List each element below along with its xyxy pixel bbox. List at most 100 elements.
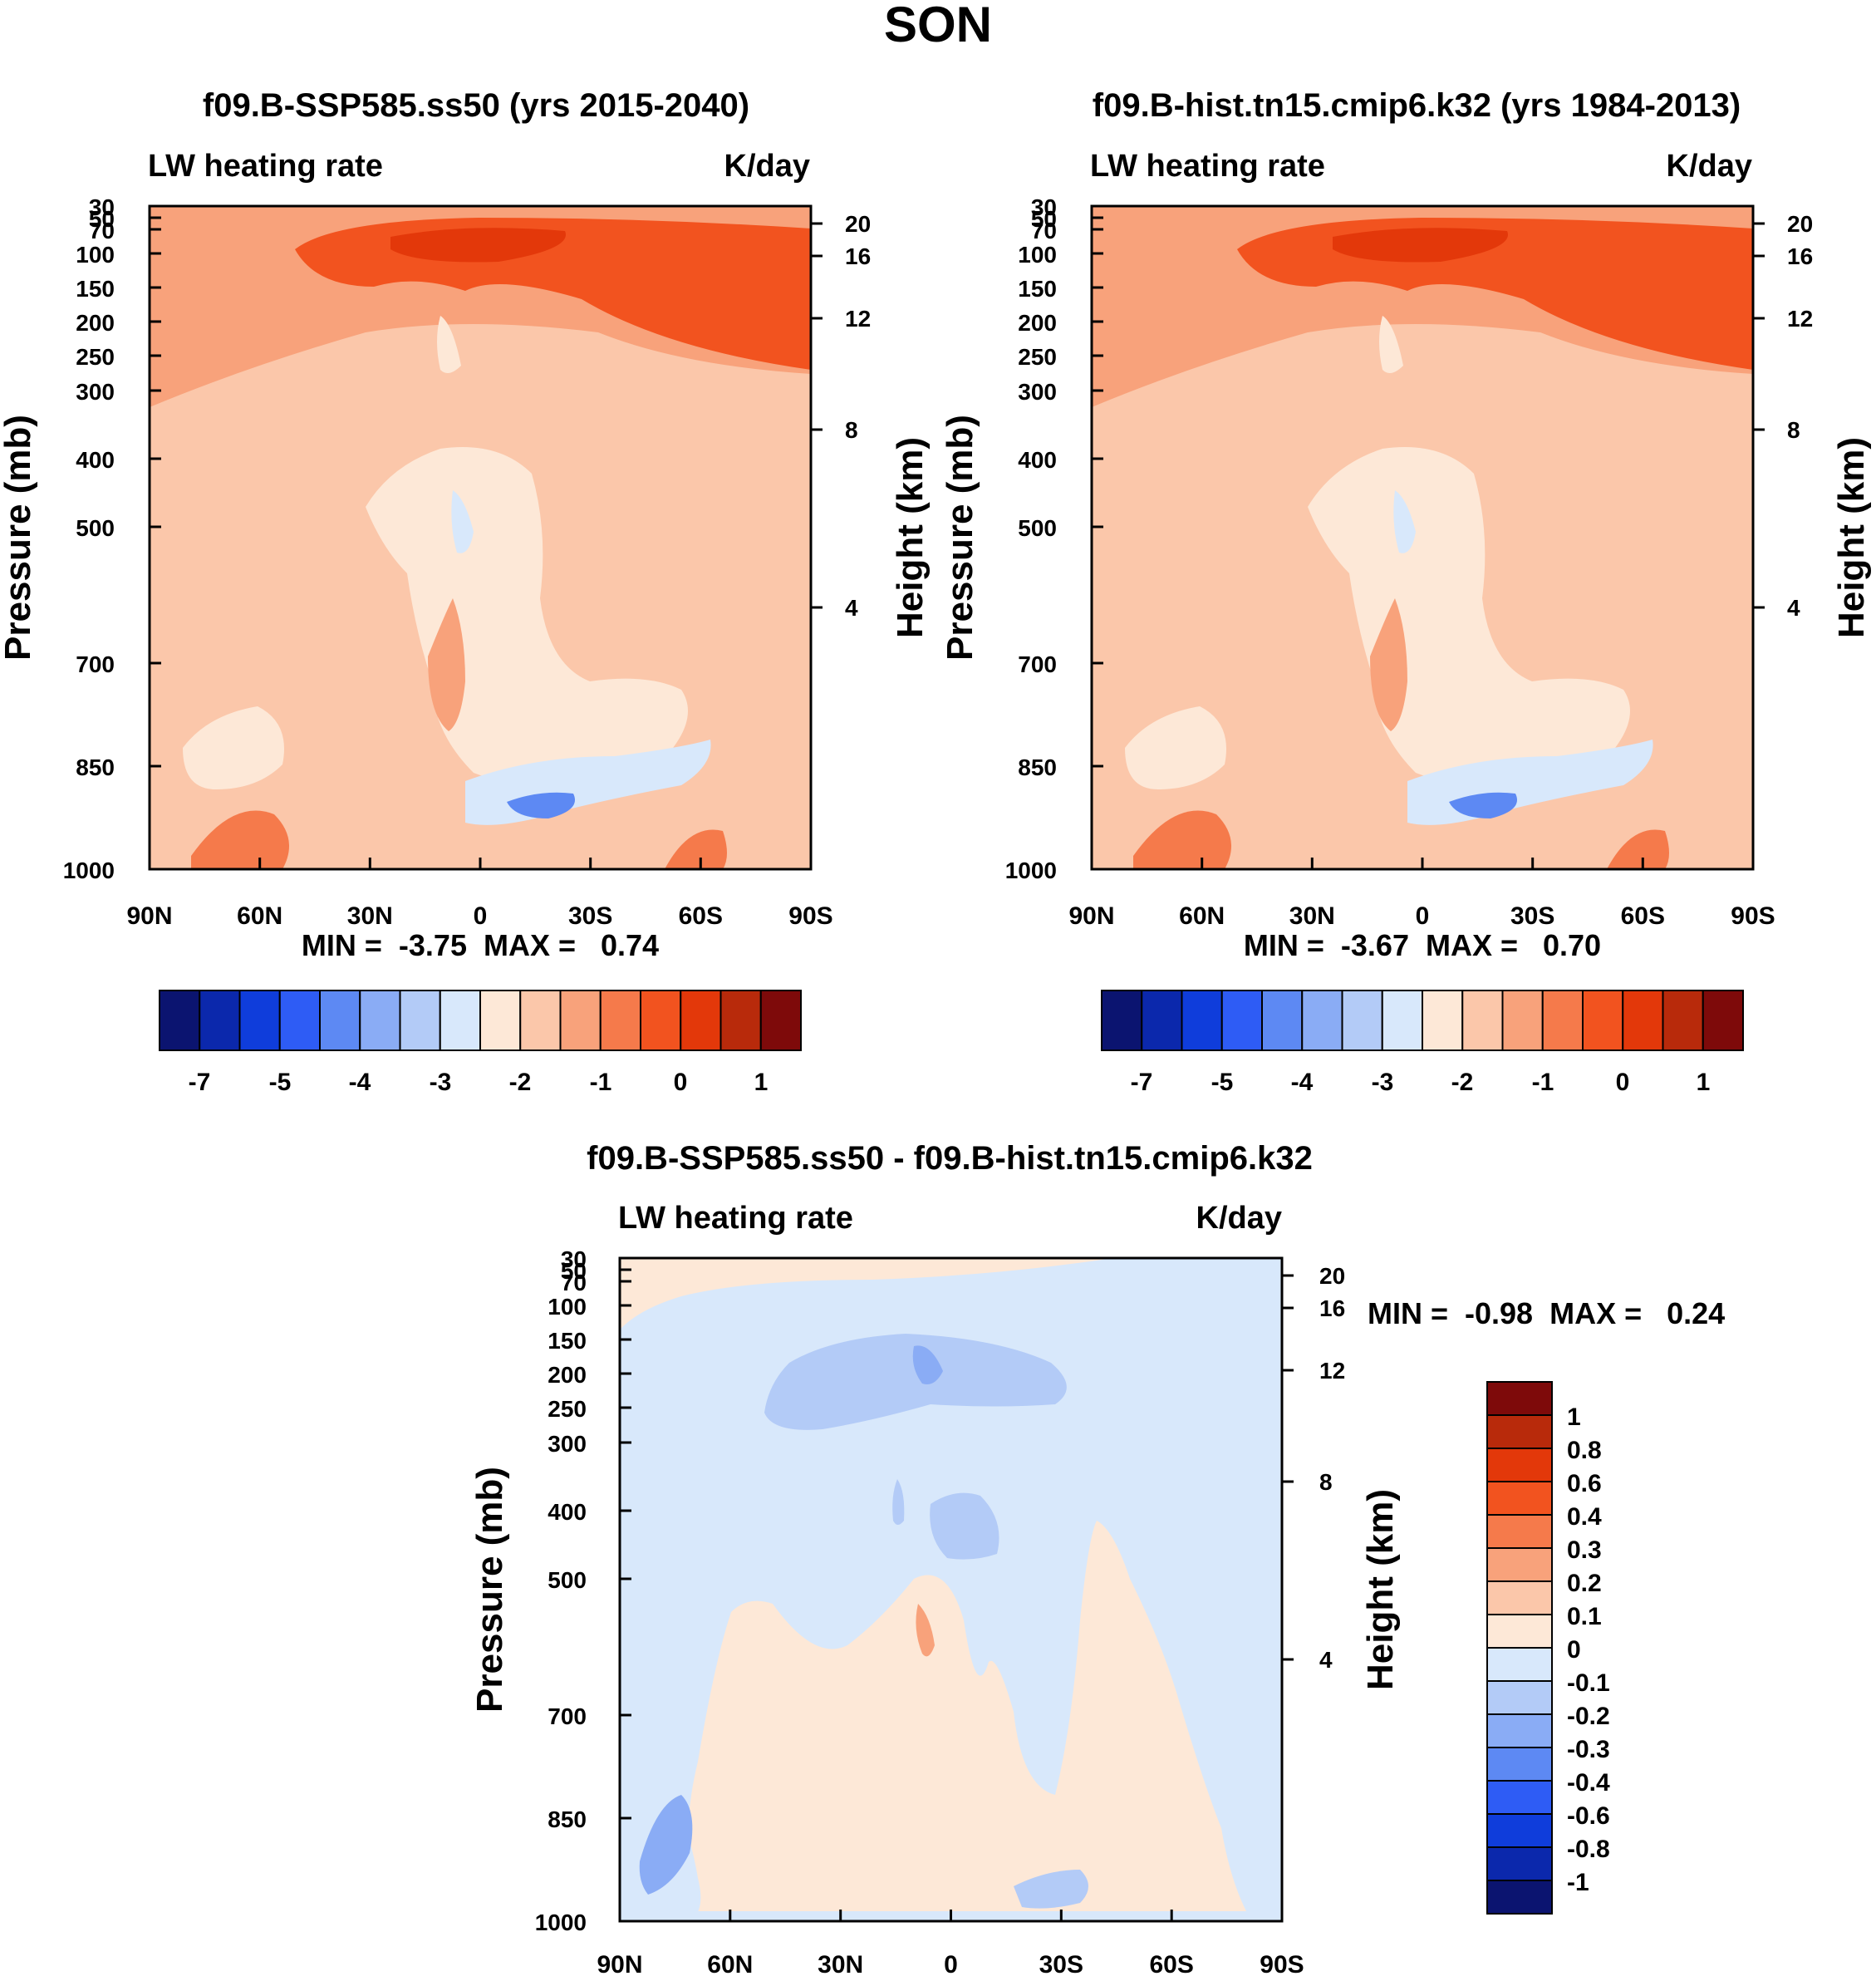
variable-label: LW heating rate <box>618 1201 853 1236</box>
colorbar-label: -1 <box>1567 1869 1589 1896</box>
height-tick-label: 20 <box>1319 1263 1345 1289</box>
x-tick-label: 30N <box>347 902 393 930</box>
colorbar-label: -4 <box>1291 1069 1314 1096</box>
x-tick-label: 90N <box>597 1951 642 1979</box>
panel-title: f09.B-SSP585.ss50 - f09.B-hist.tn15.cmip… <box>587 1140 1313 1177</box>
negative-upper-region <box>764 1334 1067 1430</box>
colorbar-label: -7 <box>1131 1069 1153 1096</box>
colorbar-label: -5 <box>269 1069 292 1096</box>
colorbar-swatch <box>1486 1580 1553 1615</box>
strong-heating-lens <box>428 598 465 731</box>
height-tick-label: 20 <box>1787 211 1813 237</box>
pressure-tick-label: 1000 <box>535 1910 587 1935</box>
units-label: K/day <box>724 149 810 184</box>
colorbar-label: -1 <box>590 1069 612 1096</box>
colorbar-swatch <box>1486 1381 1553 1416</box>
strongest-cooling-patch <box>1449 792 1517 818</box>
cooling-patch <box>1393 490 1416 553</box>
pressure-tick-label: 400 <box>76 447 115 473</box>
pressure-axis: 30 50 70 100 150 200 250 300 400 500 700… <box>1005 194 1103 883</box>
x-tick-label: 60S <box>1150 1951 1194 1979</box>
x-tick-label: 90N <box>1068 902 1114 930</box>
y-axis-label-right: Height (km) <box>1831 437 1872 638</box>
x-tick-label: 0 <box>1416 902 1430 930</box>
colorbar-swatch <box>1486 1747 1553 1782</box>
units-label: K/day <box>1196 1201 1282 1236</box>
height-tick-label: 4 <box>845 595 858 621</box>
surface-heating-patch <box>1133 810 1231 869</box>
negative-mid-patch <box>892 1479 905 1525</box>
pressure-tick-label: 300 <box>1018 379 1057 405</box>
colorbar-swatch <box>238 990 281 1051</box>
panel-ssp585: f09.B-SSP585.ss50 (yrs 2015-2040) LW hea… <box>0 87 931 1096</box>
pressure-tick-label: 400 <box>548 1499 587 1525</box>
strong-heating-lens <box>1370 598 1407 731</box>
pressure-tick-label: 50 <box>1031 206 1057 232</box>
y-axis-label: Pressure (mb) <box>940 415 980 661</box>
colorbar-swatch <box>1220 990 1263 1051</box>
pressure-tick-label: 200 <box>76 310 115 336</box>
positive-upper-region <box>620 1258 1113 1330</box>
colorbar-label: -0.1 <box>1567 1669 1610 1697</box>
pressure-tick-label: 200 <box>1018 310 1057 336</box>
colorbar-label: 0.3 <box>1567 1536 1602 1564</box>
weak-patch <box>437 316 461 373</box>
surface-heating-patch <box>191 810 289 869</box>
colorbar-swatch <box>159 990 201 1051</box>
weak-heating-region <box>183 706 284 789</box>
pressure-tick-label: 300 <box>76 379 115 405</box>
colorbar-swatch <box>719 990 762 1051</box>
colorbar-label: 0 <box>1567 1636 1581 1664</box>
colorbar-swatch <box>640 990 682 1051</box>
colorbar-label: 0.4 <box>1567 1503 1602 1531</box>
colorbar-label: 0.6 <box>1567 1470 1602 1497</box>
colorbar-label: -0.8 <box>1567 1836 1610 1863</box>
height-tick-label: 16 <box>1319 1295 1345 1321</box>
x-tick-label: 30N <box>818 1951 863 1979</box>
plot-area <box>618 1256 1284 1923</box>
y-axis-label-right: Height (km) <box>890 437 931 638</box>
variable-label: LW heating rate <box>148 149 383 184</box>
height-tick-label: 4 <box>1787 595 1800 621</box>
colorbar-swatch <box>1486 1547 1553 1582</box>
pressure-tick-label: 1000 <box>1005 858 1057 883</box>
height-tick-label: 8 <box>1319 1469 1333 1495</box>
colorbar-swatch <box>1486 1680 1553 1715</box>
colorbar-swatch <box>599 990 641 1051</box>
colorbar-label: -0.3 <box>1567 1736 1610 1763</box>
colorbar-swatch <box>1101 990 1143 1051</box>
surface-heating-patch <box>665 829 727 869</box>
x-axis: 90N 60N 30N 0 30S 60S 90S <box>1068 858 1775 930</box>
y-axis-label: Pressure (mb) <box>0 415 38 661</box>
min-max-label: MIN = -3.67 MAX = 0.70 <box>1244 928 1601 962</box>
colorbar-swatch <box>1486 1880 1553 1915</box>
x-tick-label: 30S <box>1510 902 1554 930</box>
negative-surface-patch <box>1014 1870 1088 1909</box>
strong-negative-patch <box>639 1795 693 1895</box>
colorbar-label: -3 <box>1372 1069 1394 1096</box>
pressure-tick-label: 500 <box>1018 515 1057 541</box>
x-axis: 90N 60N 30N 0 30S 60S 90S <box>126 858 833 930</box>
colorbar-label: -2 <box>509 1069 532 1096</box>
pressure-tick-label: 50 <box>89 206 115 232</box>
colorbar-label: -4 <box>349 1069 371 1096</box>
pressure-tick-label: 500 <box>76 515 115 541</box>
min-max-label: MIN = -3.75 MAX = 0.74 <box>302 928 659 962</box>
x-tick-label: 30N <box>1289 902 1335 930</box>
y-axis-label: Pressure (mb) <box>469 1467 510 1713</box>
y-axis-label-right: Height (km) <box>1360 1489 1401 1690</box>
pressure-tick-label: 30 <box>1031 194 1057 220</box>
colorbar-swatch <box>359 990 401 1051</box>
colorbar-swatch <box>1181 990 1223 1051</box>
pressure-tick-label: 150 <box>1018 276 1057 302</box>
colorbar-label: -1 <box>1532 1069 1554 1096</box>
colorbar-swatch <box>479 990 522 1051</box>
negative-mid-patch <box>930 1492 999 1560</box>
height-tick-label: 20 <box>845 211 871 237</box>
pressure-tick-label: 250 <box>76 344 115 370</box>
colorbar-swatch <box>1141 990 1183 1051</box>
colorbar-swatch <box>759 990 802 1051</box>
colorbar-swatch <box>1261 990 1304 1051</box>
pressure-tick-label: 30 <box>561 1246 587 1272</box>
strongest-cooling-patch <box>507 792 575 818</box>
